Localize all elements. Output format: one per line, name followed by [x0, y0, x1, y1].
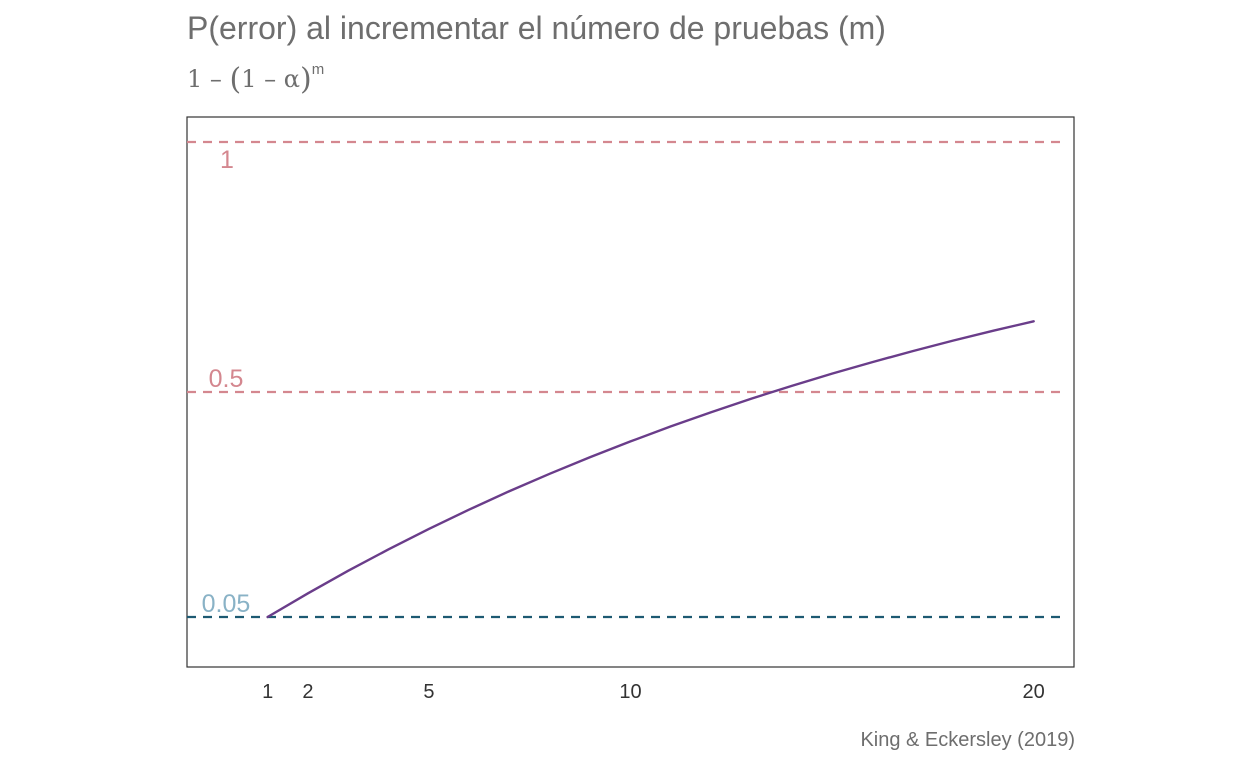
chart-caption: King & Eckersley (2019): [860, 729, 1075, 751]
formula-exponent: m: [311, 61, 325, 78]
series-layer: [266, 320, 1035, 619]
chart-title: P(error) al incrementar el número de pru…: [187, 10, 886, 46]
x-tick-label: 1: [262, 681, 273, 703]
formula-inner: 1 – α: [241, 65, 300, 93]
chart-subtitle-formula: 1 – (1 – α)m: [187, 60, 325, 97]
series-line-0: [266, 320, 1035, 619]
x-axis-ticks: 1 2 5 10 20: [262, 681, 1045, 703]
formula-lhs: 1 –: [187, 65, 230, 93]
x-tick-label: 2: [302, 681, 313, 703]
reference-line-label: 0.05: [202, 590, 251, 618]
formula-close-paren: ): [299, 62, 312, 97]
reference-lines: 1 0.5 0.05: [187, 140, 1064, 619]
formula-open-paren: (: [229, 62, 242, 97]
x-tick-label: 5: [423, 681, 434, 703]
x-tick-label: 10: [619, 681, 641, 703]
x-tick-label: 20: [1023, 681, 1045, 703]
reference-line-label: 0.5: [209, 365, 244, 393]
reference-line-label: 1: [220, 146, 234, 174]
